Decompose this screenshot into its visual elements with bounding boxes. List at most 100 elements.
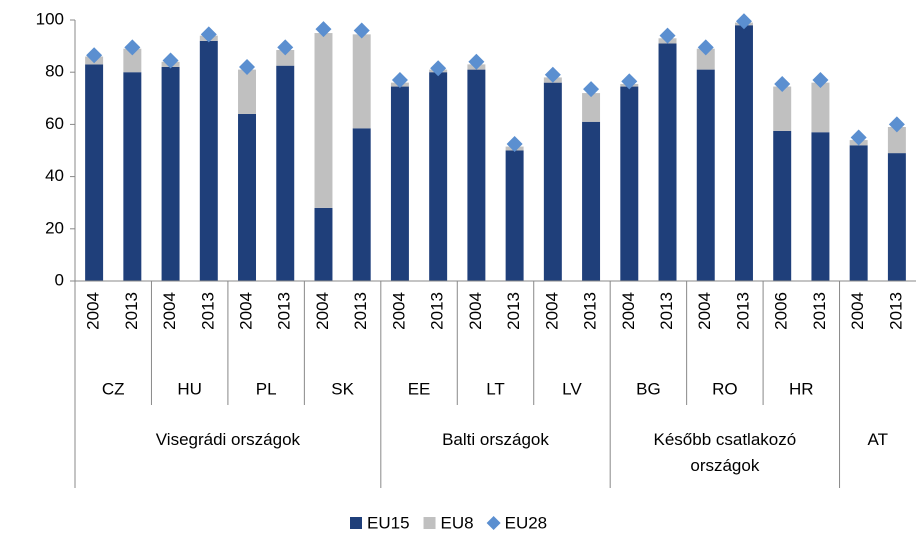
bar-segment	[582, 93, 601, 122]
marker	[850, 129, 867, 146]
legend-swatch	[486, 516, 501, 530]
marker	[583, 81, 600, 98]
group-label: Balti országok	[442, 430, 549, 449]
bar-segment	[276, 65, 295, 281]
y-tick-label: 0	[55, 270, 64, 289]
country-label: SK	[331, 379, 354, 398]
bar-segment	[238, 69, 257, 114]
marker	[162, 52, 179, 69]
marker	[124, 39, 141, 56]
bar-segment	[582, 121, 601, 281]
bar-segment	[429, 72, 448, 281]
bar-segment	[773, 86, 792, 131]
country-label: HU	[177, 379, 202, 398]
bar-segment	[505, 150, 524, 281]
bar-segment	[352, 34, 371, 129]
x-tick-label: 2013	[657, 292, 676, 330]
country-label: CZ	[102, 379, 125, 398]
x-tick-label: 2004	[84, 292, 103, 330]
marker	[468, 53, 485, 70]
bar-segment	[161, 66, 180, 281]
x-tick-label: 2013	[886, 292, 905, 330]
legend-swatch	[350, 517, 362, 529]
bar-segment	[696, 69, 715, 281]
group-label: AT	[867, 430, 888, 449]
marker	[315, 21, 332, 38]
marker	[86, 47, 103, 64]
marker	[239, 58, 256, 75]
marker	[391, 72, 408, 89]
bar-segment	[696, 48, 715, 70]
y-tick-label: 80	[45, 62, 64, 81]
marker	[277, 39, 294, 56]
bar-segment	[276, 50, 295, 66]
group-label: Visegrádi országok	[155, 430, 301, 449]
country-label: EE	[408, 379, 431, 398]
bar-segment	[352, 128, 371, 281]
legend-swatch	[423, 517, 436, 529]
marker	[200, 26, 217, 43]
marker	[812, 72, 829, 89]
marker	[774, 75, 791, 92]
y-tick-label: 60	[45, 114, 64, 133]
x-tick-label: 2013	[122, 292, 141, 330]
group-label: Később csatlakozó országok	[653, 430, 797, 475]
bar-segment	[543, 82, 562, 281]
marker	[697, 39, 714, 56]
x-tick-label: 2004	[695, 292, 714, 330]
bar-segment	[314, 33, 333, 208]
marker	[430, 60, 447, 77]
y-tick-label: 40	[45, 166, 64, 185]
x-tick-label: 2013	[198, 292, 217, 330]
marker	[506, 135, 523, 152]
x-tick-label: 2004	[848, 292, 867, 330]
legend-label: EU28	[505, 513, 548, 532]
bar-segment	[390, 86, 409, 282]
x-tick-label: 2013	[810, 292, 829, 330]
y-tick-label: 20	[45, 218, 64, 237]
y-tick-label: 100	[36, 9, 64, 28]
bar-segment	[887, 153, 906, 281]
bar-segment	[658, 43, 677, 281]
bar-segment	[199, 40, 218, 281]
x-tick-label: 2013	[504, 292, 523, 330]
bar-segment	[238, 113, 257, 282]
x-tick-label: 2004	[619, 292, 638, 330]
x-tick-label: 2004	[389, 292, 408, 330]
x-tick-label: 2013	[351, 292, 370, 330]
bar-segment	[734, 25, 753, 281]
x-tick-label: 2013	[275, 292, 294, 330]
marker	[621, 73, 638, 90]
bar-segment	[123, 72, 142, 281]
marker	[735, 13, 752, 30]
x-tick-label: 2004	[466, 292, 485, 330]
country-label: LT	[486, 379, 505, 398]
bar-segment	[773, 130, 792, 281]
country-label: BG	[636, 379, 661, 398]
bar-segment	[467, 69, 486, 281]
bar-segment	[849, 145, 868, 281]
country-label: HR	[789, 379, 814, 398]
x-tick-label: 2004	[160, 292, 179, 330]
x-tick-label: 2006	[772, 292, 791, 330]
x-tick-label: 2013	[581, 292, 600, 330]
x-tick-label: 2013	[428, 292, 447, 330]
marker	[353, 22, 370, 39]
bar-segment	[314, 207, 333, 281]
bar-segment	[620, 86, 639, 282]
bar-segment	[811, 132, 830, 281]
country-label: RO	[712, 379, 738, 398]
x-tick-label: 2004	[313, 292, 332, 330]
bar-segment	[887, 127, 906, 154]
bar-segment	[811, 82, 830, 133]
legend-label: EU15	[367, 513, 410, 532]
x-tick-label: 2013	[733, 292, 752, 330]
x-tick-label: 2004	[237, 292, 256, 330]
marker	[888, 116, 905, 133]
legend-label: EU8	[441, 513, 474, 532]
bar-segment	[123, 48, 142, 73]
country-label: LV	[562, 379, 582, 398]
bar-segment	[85, 64, 104, 282]
